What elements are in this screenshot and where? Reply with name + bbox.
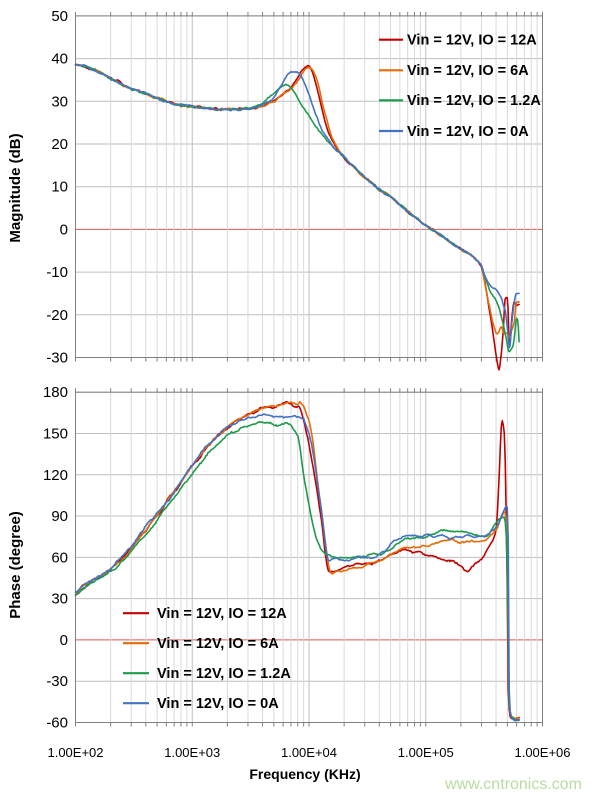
svg-text:180: 180 xyxy=(43,384,68,401)
svg-text:0: 0 xyxy=(60,221,68,238)
svg-text:1.00E+06: 1.00E+06 xyxy=(514,745,570,760)
svg-text:Vin = 12V, IO = 0A: Vin = 12V, IO = 0A xyxy=(157,696,279,712)
svg-text:Vin = 12V, IO = 6A: Vin = 12V, IO = 6A xyxy=(407,63,529,79)
svg-text:30: 30 xyxy=(51,93,68,110)
svg-text:Vin = 12V, IO = 1.2A: Vin = 12V, IO = 1.2A xyxy=(407,93,541,109)
svg-text:Phase (degree): Phase (degree) xyxy=(7,511,24,619)
svg-text:Vin = 12V, IO = 12A: Vin = 12V, IO = 12A xyxy=(157,606,287,622)
svg-text:Vin = 12V, IO = 6A: Vin = 12V, IO = 6A xyxy=(157,636,279,652)
svg-text:Magnitude (dB): Magnitude (dB) xyxy=(7,133,24,242)
svg-text:20: 20 xyxy=(51,136,68,153)
svg-text:120: 120 xyxy=(43,467,68,484)
svg-text:60: 60 xyxy=(51,549,68,566)
svg-text:150: 150 xyxy=(43,425,68,442)
svg-text:1.00E+04: 1.00E+04 xyxy=(281,745,337,760)
svg-text:30: 30 xyxy=(51,591,68,608)
svg-text:1.00E+02: 1.00E+02 xyxy=(47,745,103,760)
svg-text:www.cntronics.com: www.cntronics.com xyxy=(444,776,582,793)
svg-text:10: 10 xyxy=(51,179,68,196)
svg-text:-30: -30 xyxy=(46,350,68,367)
svg-text:50: 50 xyxy=(51,8,68,25)
svg-text:1.00E+03: 1.00E+03 xyxy=(164,745,220,760)
svg-text:Vin = 12V, IO = 12A: Vin = 12V, IO = 12A xyxy=(407,33,537,49)
svg-text:0: 0 xyxy=(60,632,68,649)
svg-text:Vin = 12V, IO = 1.2A: Vin = 12V, IO = 1.2A xyxy=(157,666,291,682)
svg-text:-10: -10 xyxy=(46,264,68,281)
svg-text:Vin = 12V, IO = 0A: Vin = 12V, IO = 0A xyxy=(407,124,529,140)
svg-text:-60: -60 xyxy=(46,715,68,732)
svg-text:40: 40 xyxy=(51,51,68,68)
svg-text:90: 90 xyxy=(51,508,68,525)
svg-text:-20: -20 xyxy=(46,307,68,324)
svg-text:-30: -30 xyxy=(46,673,68,690)
svg-text:1.00E+05: 1.00E+05 xyxy=(398,745,454,760)
svg-text:Frequency (KHz): Frequency (KHz) xyxy=(249,766,360,782)
